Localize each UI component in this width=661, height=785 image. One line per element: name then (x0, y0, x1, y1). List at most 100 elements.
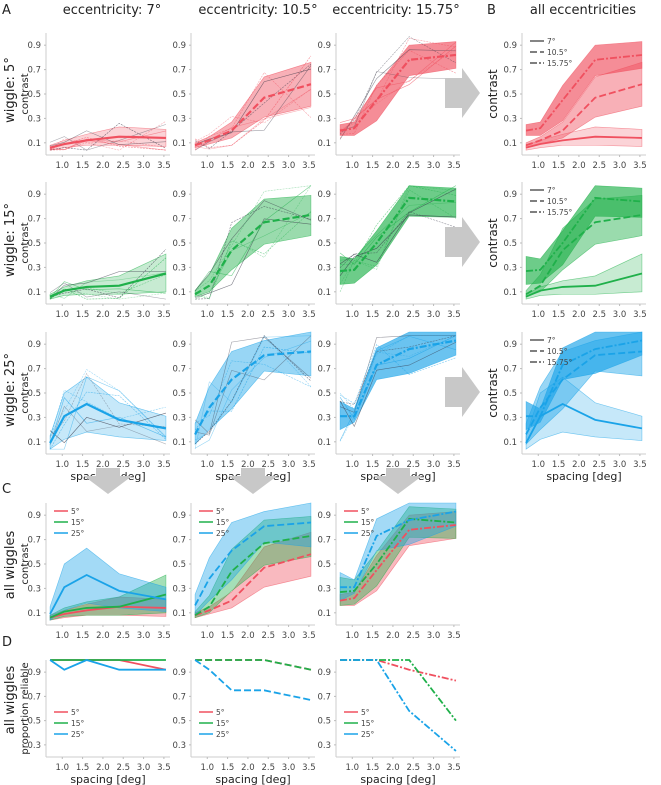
observer-trace (194, 185, 311, 292)
x-tick-label: 1.5 (552, 460, 566, 470)
x-tick-label: 2.5 (406, 763, 420, 773)
x-tick-label: 2.5 (261, 631, 275, 641)
x-tick-label: 3.0 (282, 631, 296, 641)
x-tick-label: 1.0 (55, 310, 69, 320)
x-tick-label: 2.0 (241, 460, 255, 470)
x-tick-label: 2.0 (572, 310, 586, 320)
confidence-band (49, 253, 167, 300)
mean-line (339, 53, 457, 132)
reliability-line-w25 (49, 659, 166, 671)
mean-line-w15 (339, 517, 457, 593)
legend-label: 25° (71, 730, 85, 739)
legend-label: 5° (71, 708, 80, 717)
x-axis-label: spacing [deg] (360, 773, 435, 785)
legend-label: 10.5° (547, 347, 568, 356)
observer-trace (194, 72, 312, 150)
confidence-band (339, 41, 457, 136)
x-tick-label: 2.5 (261, 310, 275, 320)
y-tick-label: 0.9 (317, 511, 331, 521)
x-tick-label: 2.5 (406, 310, 420, 320)
y-tick-label: 0.5 (172, 717, 186, 727)
mean-line-e15 (525, 196, 643, 272)
x-tick-label: 1.0 (531, 460, 545, 470)
x-tick-label: 2.0 (96, 763, 110, 773)
x-tick-label: 2.5 (116, 310, 130, 320)
y-tick-label: 0.7 (27, 536, 41, 546)
y-tick-label: 0.7 (503, 365, 517, 375)
y-tick-label: 0.1 (172, 288, 186, 298)
mean-line (49, 272, 167, 298)
y-tick-label: 0.5 (317, 90, 331, 100)
observer-trace (194, 212, 312, 300)
observer-trace (340, 185, 456, 266)
observer-trace (339, 185, 456, 285)
y-tick-label: 0.5 (172, 389, 186, 399)
x-tick-label: 2.0 (241, 161, 255, 171)
y-tick-label: 0.7 (317, 365, 331, 375)
observer-trace (194, 55, 312, 149)
x-tick-label: 2.5 (116, 631, 130, 641)
arrow-down-icon (374, 468, 422, 494)
x-tick-label: 2.5 (261, 161, 275, 171)
legend-label: 25° (216, 529, 230, 538)
y-tick-label: 0.1 (317, 288, 331, 298)
x-tick-label: 3.0 (613, 460, 627, 470)
x-tick-label: 3.0 (427, 763, 441, 773)
x-tick-label: 1.0 (200, 763, 214, 773)
y-tick-label: 0.1 (172, 609, 186, 619)
y-tick-label: 0.5 (27, 90, 41, 100)
mean-line (340, 339, 457, 418)
x-tick-label: 3.0 (137, 310, 151, 320)
x-tick-label: 2.0 (241, 763, 255, 773)
mean-line-w15 (194, 535, 312, 617)
legend-label: 25° (71, 529, 85, 538)
observer-trace (339, 48, 457, 130)
y-tick-label: 0.9 (172, 41, 186, 51)
y-tick-label: 0.7 (27, 215, 41, 225)
observer-trace (339, 37, 456, 139)
observer-trace (340, 335, 457, 405)
panel-a-w25-e7: 0.1 0.3 0.5 0.7 0.9 1.0 1.5 2.0 2.5 3.0 3.5 contras… (20, 332, 171, 483)
y-tick-label: 0.5 (172, 239, 186, 249)
mean-line-w5 (339, 524, 457, 602)
observer-trace (50, 376, 167, 450)
y-tick-label: 0.3 (503, 263, 517, 273)
confidence-band-w5 (194, 531, 312, 619)
x-tick-label: 1.5 (366, 631, 380, 641)
observer-trace (194, 65, 312, 151)
observer-trace (194, 346, 311, 431)
y-tick-label: 0.5 (27, 717, 41, 727)
legend-label: 15° (71, 719, 85, 728)
y-tick-label: 0.5 (317, 389, 331, 399)
y-tick-label: 0.3 (27, 584, 41, 594)
x-tick-label: 3.0 (282, 310, 296, 320)
y-axis-label: contrast (20, 372, 31, 413)
x-tick-label: 2.0 (572, 460, 586, 470)
x-tick-label: 3.0 (282, 161, 296, 171)
y-tick-label: 0.3 (27, 741, 41, 751)
confidence-band-e15 (525, 41, 643, 136)
panel-a-w15-e15: 0.1 0.3 0.5 0.7 0.9 1.0 1.5 2.0 2.5 3.0 3.5 (317, 182, 461, 320)
x-tick-label: 2.5 (116, 460, 130, 470)
panel-d-e10: 0.3 0.5 0.7 0.9 1.0 1.5 2.0 2.5 3.0 3.5 spacing [d… (172, 659, 316, 785)
mean-line-e15 (526, 339, 643, 418)
row-title-wiggle-25: wiggle: 25° (3, 353, 18, 427)
x-tick-label: 1.0 (531, 161, 545, 171)
confidence-band-e15 (525, 185, 643, 285)
x-tick-label: 1.5 (221, 460, 235, 470)
panel-a-w25-e15: 0.10.30.50.70.91.01.52.02.53.03.5spacing… (317, 331, 461, 483)
y-tick-label: 0.9 (27, 190, 41, 200)
y-tick-label: 0.1 (503, 438, 517, 448)
reliability-line-w25 (194, 659, 312, 701)
x-tick-label: 2.5 (261, 460, 275, 470)
y-tick-label: 0.9 (503, 340, 517, 350)
y-tick-label: 0.7 (172, 365, 186, 375)
observer-trace (340, 201, 456, 261)
legend-label: 10.5° (547, 48, 568, 57)
panel-label-d: D (2, 635, 12, 650)
mean-line (194, 83, 312, 147)
mean-line-w5 (49, 605, 166, 619)
y-tick-label: 0.9 (27, 668, 41, 678)
y-tick-label: 0.9 (317, 668, 331, 678)
